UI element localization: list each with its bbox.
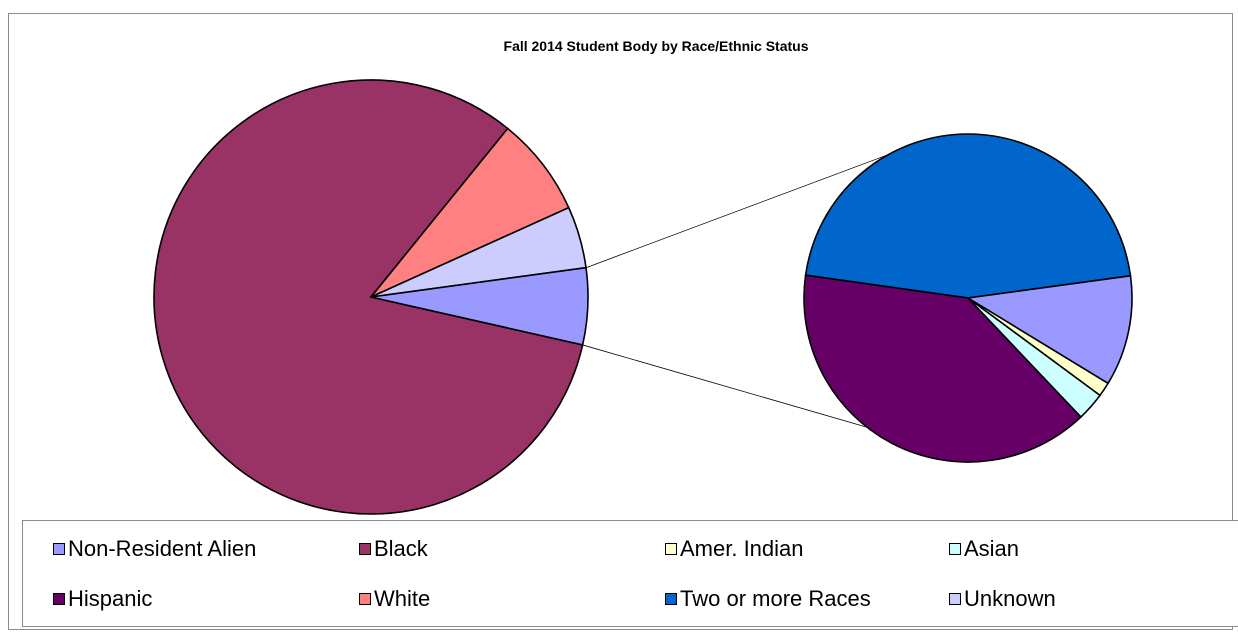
legend-item-black: Black <box>359 536 428 561</box>
legend-label: Non-Resident Alien <box>68 536 257 561</box>
secondary-slice-non-resident-alien <box>965 274 1133 385</box>
main-slice-other-detail <box>370 266 589 346</box>
chart-title: Fall 2014 Student Body by Race/Ethnic St… <box>504 38 809 54</box>
legend-item-asian: Asian <box>949 536 1020 561</box>
legend-item-unknown: Unknown <box>949 586 1056 611</box>
legend-item-white: White <box>359 586 431 611</box>
legend-swatch-amer-indian <box>665 543 677 555</box>
main-slice-white <box>370 127 570 298</box>
secondary-pie <box>803 133 1133 463</box>
legend-swatch-two-or-more-races <box>665 593 677 605</box>
legend-item-non-resident-alien: Non-Resident Alien <box>53 536 257 561</box>
legend-item-hispanic: Hispanic <box>53 586 153 611</box>
main-pie <box>153 79 589 515</box>
secondary-slice-two-or-more-races <box>804 133 1132 299</box>
legend-label: Two or more Races <box>680 586 871 611</box>
legend-label: Amer. Indian <box>680 536 804 561</box>
legend-swatch-black <box>359 543 371 555</box>
pie-connector-lines <box>582 154 889 428</box>
legend-swatch-hispanic <box>53 593 65 605</box>
legend-label: White <box>374 586 431 611</box>
legend-swatch-white <box>359 593 371 605</box>
legend-label: Asian <box>964 536 1020 561</box>
legend-item-two-or-more-races: Two or more Races <box>665 586 871 611</box>
secondary-slice-hispanic <box>803 274 1082 463</box>
legend-swatch-non-resident-alien <box>53 543 65 555</box>
legend-label: Unknown <box>964 586 1056 611</box>
connector-top <box>585 154 889 269</box>
legend-swatch-asian <box>949 543 961 555</box>
legend-item-amer-indian: Amer. Indian <box>665 536 804 561</box>
main-slice-black <box>153 79 584 515</box>
legend-label: Black <box>374 536 428 561</box>
legend-swatch-unknown <box>949 593 961 605</box>
chart-legend: Non-Resident Alien Black Amer. Indian Asian… <box>22 520 1238 627</box>
connector-bottom <box>582 344 868 428</box>
legend-label: Hispanic <box>68 586 153 611</box>
